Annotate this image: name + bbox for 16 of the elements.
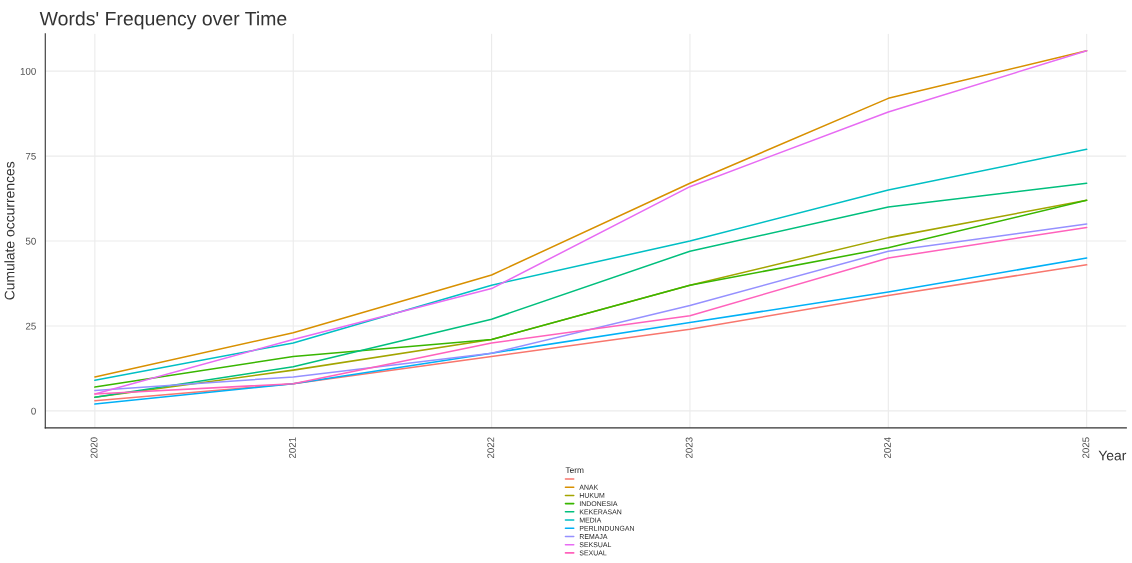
x-tick-label: 2023 <box>685 437 693 459</box>
x-tick-label: 2025 <box>1082 437 1090 459</box>
legend-title: Term <box>565 467 584 474</box>
chart-title: Words' Frequency over Time <box>39 11 287 30</box>
y-axis-title: Cumulate occurrences <box>4 161 15 300</box>
x-tick-label: 2022 <box>487 437 495 459</box>
y-tick-label: 0 <box>31 407 36 415</box>
x-tick-label: 2021 <box>288 437 296 459</box>
x-tick-label: 2024 <box>884 437 891 459</box>
line-series <box>94 148 1088 382</box>
x-axis-title: Year <box>1098 450 1127 461</box>
y-tick-label: 50 <box>25 237 36 245</box>
x-tick-label: 2020 <box>90 437 98 459</box>
y-tick-label: 75 <box>25 152 36 160</box>
y-tick-label: 25 <box>25 322 36 330</box>
y-tick-label: 100 <box>20 67 36 75</box>
